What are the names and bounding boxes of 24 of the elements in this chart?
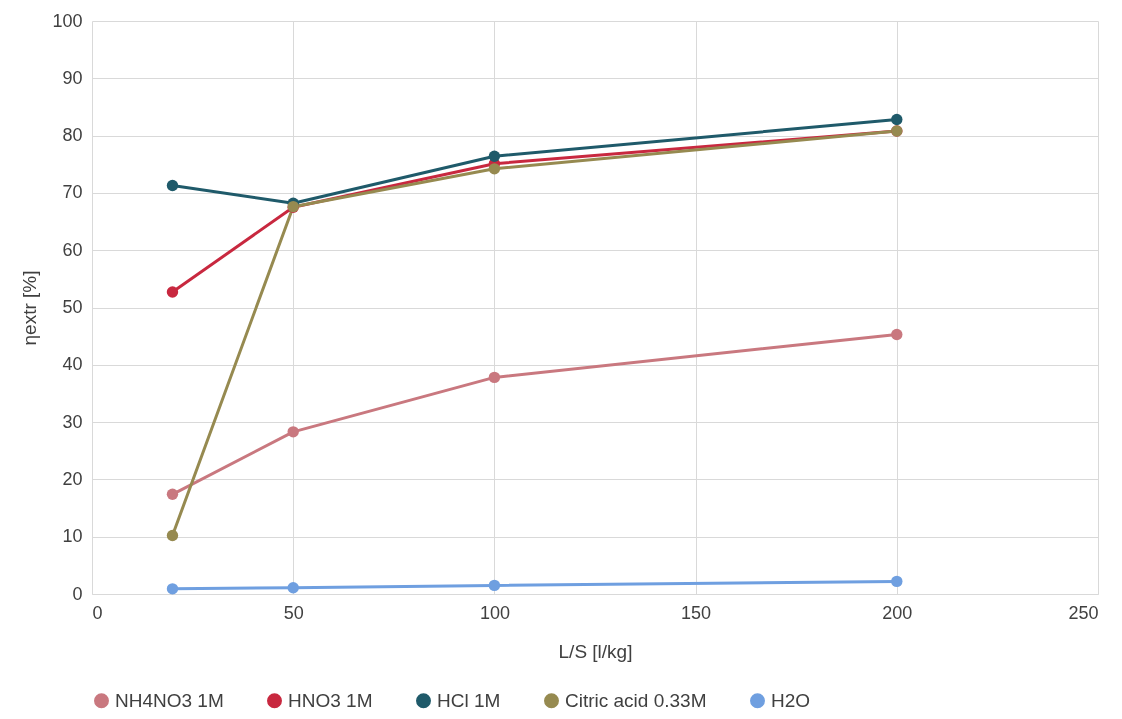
legend-label: HCl 1M — [437, 689, 501, 711]
legend-label: Citric acid 0.33M — [565, 689, 707, 711]
x-tick-label: 50 — [283, 602, 304, 623]
y-tick-label: 70 — [62, 182, 83, 203]
x-axis-title: L/S [l/kg] — [558, 640, 633, 662]
legend-label: H2O — [771, 689, 811, 711]
legend-label: NH4NO3 1M — [115, 689, 224, 711]
y-tick-label: 100 — [52, 10, 83, 31]
y-axis-title: ηextr [%] — [19, 270, 41, 346]
y-tick-label: 60 — [62, 239, 83, 260]
y-tick-label: 40 — [62, 354, 83, 375]
x-tick-label: 150 — [681, 602, 712, 623]
x-tick-label: 200 — [882, 602, 913, 623]
y-tick-label: 50 — [62, 297, 83, 317]
y-tick-label: 20 — [62, 468, 83, 489]
y-tick-label: 10 — [62, 526, 83, 547]
x-tick-label: 250 — [1068, 602, 1099, 623]
legend-label: HNO3 1M — [288, 689, 373, 711]
y-tick-label: 0 — [72, 583, 83, 604]
y-tick-label: 80 — [62, 125, 83, 146]
x-tick-label: 0 — [92, 602, 103, 623]
x-tick-label: 100 — [479, 602, 510, 623]
y-tick-label: 30 — [62, 411, 83, 432]
y-tick-label: 90 — [62, 67, 83, 88]
